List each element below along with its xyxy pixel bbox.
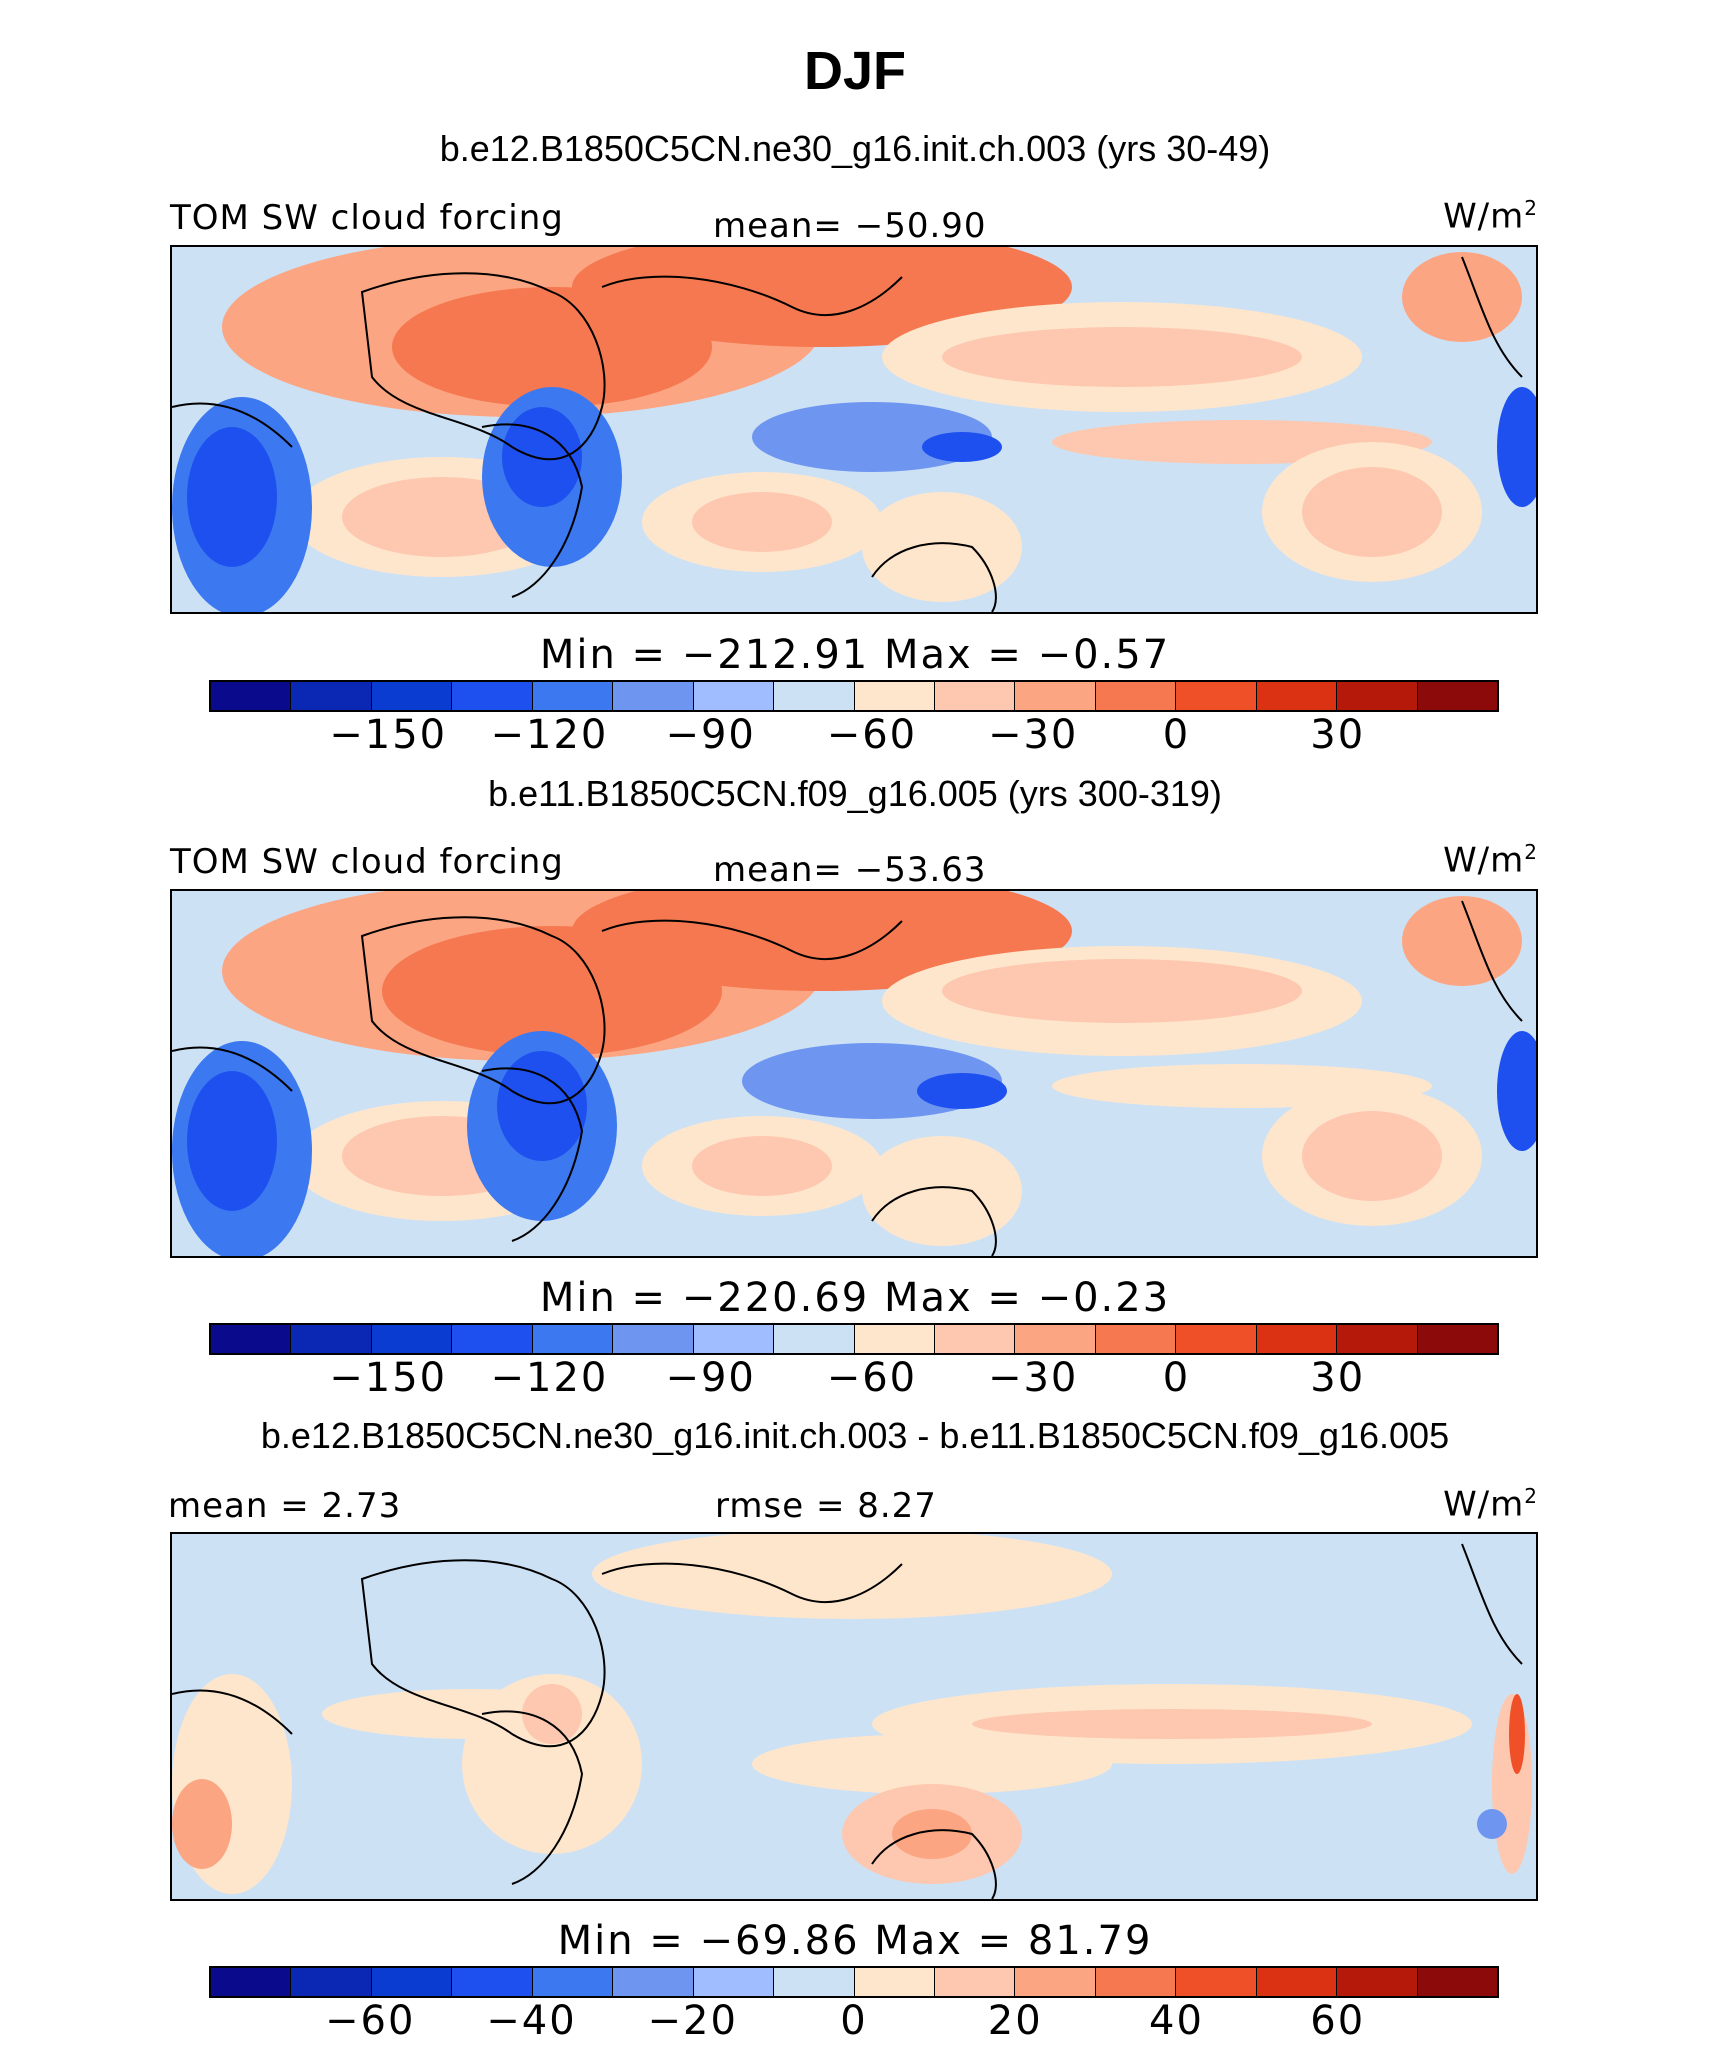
colorbar-box [1176,1325,1257,1353]
colorbar-tick: −150 [329,1355,448,1401]
units-label-2: W/m2 [1443,840,1538,881]
variable-label-1: TOM SW cloud forcing [170,198,564,238]
colorbar-tick: −90 [665,712,756,758]
colorbar-1 [209,680,1499,712]
colorbar-box [1015,1968,1096,1996]
colorbar-box [774,1325,855,1353]
colorbar-box [1095,682,1177,710]
minmax-label-1: Min = −212.91 Max = −0.57 [539,632,1171,678]
map-panel-2 [170,889,1538,1258]
colorbar-box [371,1968,453,1996]
colorbar-box [1337,1325,1418,1353]
colorbar-3 [209,1966,1499,1998]
map-panel-1 [170,245,1538,614]
colorbar-box [1417,1968,1497,1996]
colorbar-box [934,682,1016,710]
colorbar-tick: 30 [1310,1355,1366,1401]
colorbar-box [532,1325,614,1353]
figure-title: DJF [803,41,906,101]
colorbar-box [452,682,533,710]
colorbar-tick: 30 [1310,712,1366,758]
colorbar-box [613,682,694,710]
colorbar-tick: −40 [486,1998,577,2044]
colorbar-box [854,1968,935,1996]
colorbar-box [693,1968,775,1996]
colorbar-box [452,1325,533,1353]
colorbar-box [532,682,614,710]
colorbar-box [1095,1968,1177,1996]
rmse-label: rmse = 8.27 [715,1486,937,1526]
variable-label-2: TOM SW cloud forcing [170,842,564,882]
minmax-label-3: Min = −69.86 Max = 81.79 [557,1918,1153,1964]
colorbar-ticks-2: −150 −120 −90 −60 −30 0 30 [209,1355,1499,1401]
colorbar-box [211,1968,292,1996]
colorbar-box [371,1325,453,1353]
minmax-label-2: Min = −220.69 Max = −0.23 [539,1275,1171,1321]
colorbar-box [452,1968,533,1996]
colorbar-ticks-3: −60 −40 −20 0 20 40 60 [209,1998,1499,2044]
colorbar-box [1417,1325,1497,1353]
units-label-1: W/m2 [1443,196,1538,237]
mean-label-2: mean= −53.63 [713,850,987,890]
colorbar-tick: −120 [490,1355,609,1401]
colorbar-box [1256,682,1338,710]
colorbar-box [613,1968,694,1996]
colorbar-box [1176,682,1257,710]
colorbar-tick: 60 [1310,1998,1366,2044]
colorbar-box [371,682,453,710]
diff-mean-label: mean = 2.73 [168,1486,402,1526]
colorbar-box [211,682,292,710]
colorbar-box [1095,1325,1177,1353]
colorbar-box [1256,1325,1338,1353]
colorbar-tick: −20 [647,1998,738,2044]
colorbar-box [934,1968,1016,1996]
colorbar-box [291,682,372,710]
colorbar-tick: −150 [329,712,448,758]
colorbar-box [1256,1968,1338,1996]
colorbar-tick: 40 [1149,1998,1204,2044]
colorbar-box [1015,1325,1096,1353]
colorbar-tick: 20 [987,1998,1043,2044]
case-title-2: b.e11.B1850C5CN.f09_g16.005 (yrs 300-319… [488,773,1222,814]
colorbar-box [1337,1968,1418,1996]
colorbar-tick: 0 [840,1998,868,2044]
map-panel-3 [170,1532,1538,1901]
colorbar-tick: −30 [987,712,1079,758]
case-title-1: b.e12.B1850C5CN.ne30_g16.init.ch.003 (yr… [439,128,1271,169]
colorbar-box [291,1968,372,1996]
colorbar-box [1015,682,1096,710]
colorbar-tick: 0 [1162,1355,1191,1401]
units-label-3: W/m2 [1443,1484,1538,1525]
case-title-3: b.e12.B1850C5CN.ne30_g16.init.ch.003 - b… [260,1415,1450,1456]
colorbar-tick: −60 [325,1998,416,2044]
colorbar-box [1337,682,1418,710]
colorbar-ticks-1: −150 −120 −90 −60 −30 0 30 [209,712,1499,758]
colorbar-tick: 0 [1162,712,1191,758]
colorbar-box [854,682,935,710]
colorbar-box [1176,1968,1257,1996]
colorbar-box [934,1325,1016,1353]
colorbar-box [211,1325,292,1353]
colorbar-tick: −120 [490,712,609,758]
colorbar-tick: −30 [987,1355,1079,1401]
colorbar-box [774,682,855,710]
colorbar-box [693,682,775,710]
colorbar-box [613,1325,694,1353]
mean-label-1: mean= −50.90 [713,206,987,246]
colorbar-box [774,1968,855,1996]
colorbar-box [291,1325,372,1353]
colorbar-box [854,1325,935,1353]
colorbar-tick: −60 [826,1355,918,1401]
colorbar-box [693,1325,775,1353]
colorbar-2 [209,1323,1499,1355]
colorbar-tick: −60 [826,712,918,758]
colorbar-box [1417,682,1497,710]
colorbar-tick: −90 [665,1355,756,1401]
colorbar-box [532,1968,614,1996]
